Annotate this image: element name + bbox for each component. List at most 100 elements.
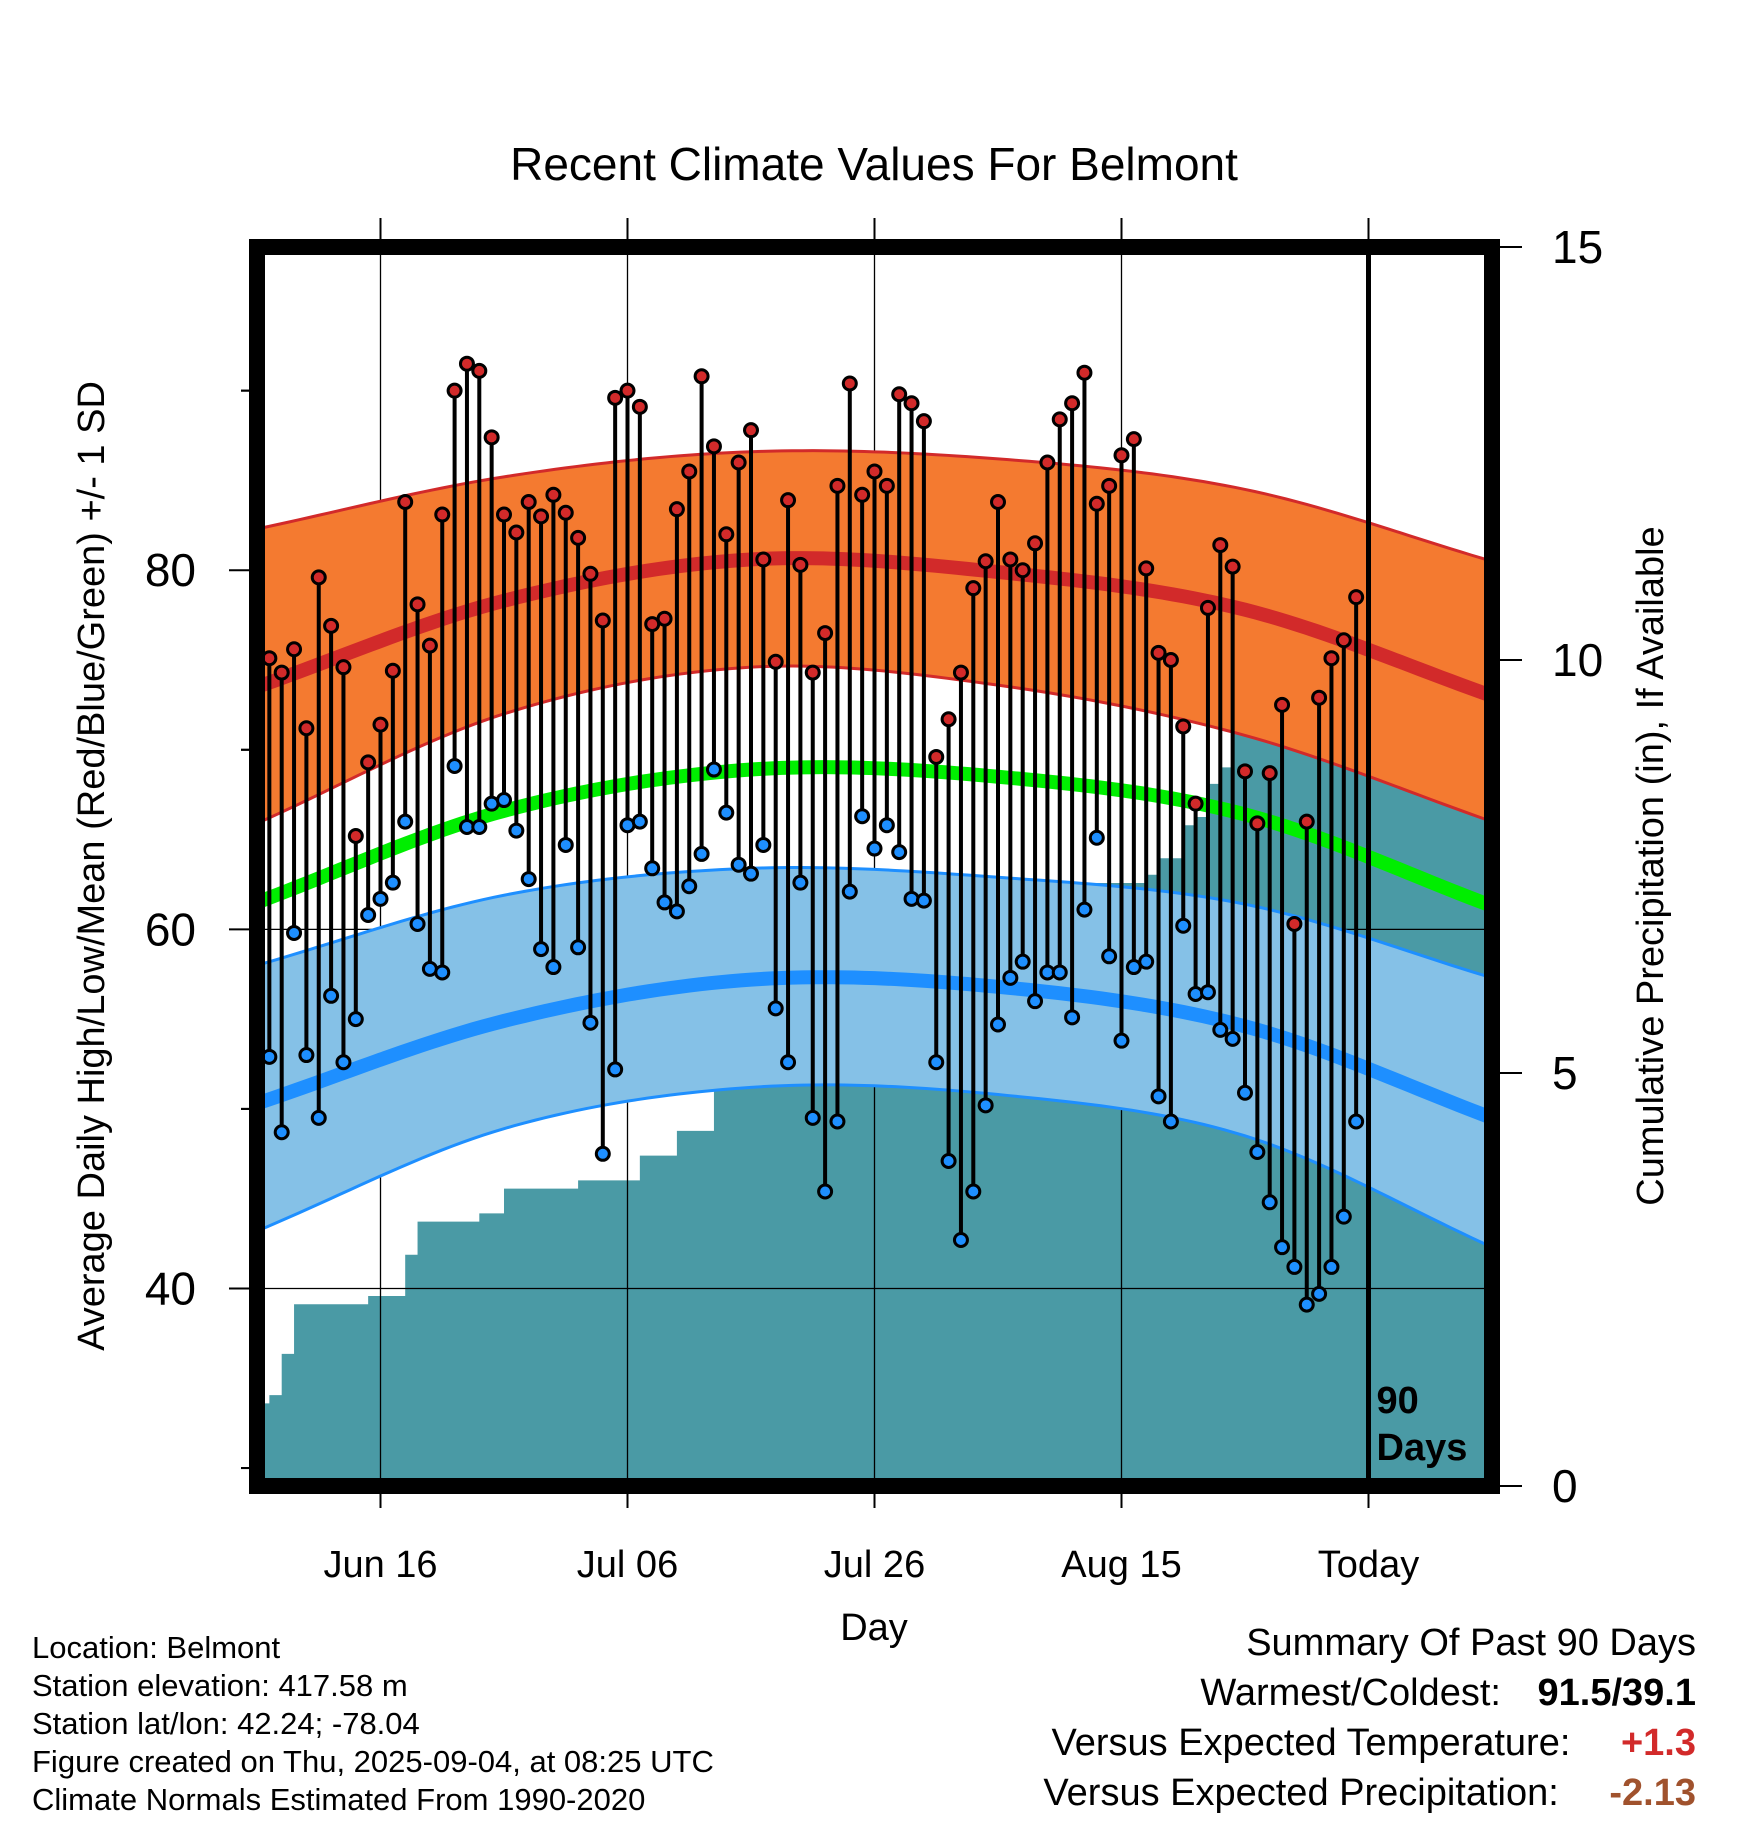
- daily-high-point: [372, 716, 389, 733]
- daily-high-point: [1175, 718, 1192, 735]
- daily-low-point: [1311, 1285, 1328, 1302]
- x-tick-label: Aug 15: [1061, 1544, 1181, 1586]
- days-window-number: 90: [1377, 1380, 1419, 1422]
- daily-high-point: [557, 504, 574, 521]
- daily-high-point: [508, 524, 525, 541]
- daily-low-point: [1237, 1084, 1253, 1101]
- daily-low-point: [434, 964, 451, 981]
- daily-low-point: [990, 1016, 1006, 1033]
- daily-low-point: [1335, 1208, 1352, 1225]
- daily-low-point: [780, 1054, 797, 1071]
- daily-high-point: [1311, 689, 1328, 706]
- daily-low-point: [718, 804, 735, 821]
- daily-high-point: [483, 429, 500, 446]
- daily-low-point: [1187, 985, 1204, 1002]
- daily-low-point: [310, 1109, 327, 1126]
- daily-low-point: [1101, 948, 1118, 965]
- daily-high-point: [1335, 632, 1352, 649]
- daily-low-point: [1064, 1009, 1081, 1026]
- daily-high-point: [952, 664, 969, 681]
- daily-high-point: [681, 463, 698, 480]
- daily-low-point: [1199, 984, 1216, 1001]
- daily-low-point: [1261, 1194, 1278, 1211]
- normals-period-text: Climate Normals Estimated From 1990-2020: [32, 1782, 646, 1817]
- daily-high-point: [1014, 562, 1031, 579]
- daily-high-point: [866, 463, 883, 480]
- daily-low-point: [1224, 1030, 1241, 1047]
- daily-high-point: [619, 382, 636, 399]
- warm-cold-value: 91.5/39.1: [1537, 1672, 1696, 1714]
- daily-high-point: [1138, 560, 1155, 577]
- x-tick-label: Today: [1318, 1544, 1419, 1586]
- daily-high-point: [1027, 535, 1044, 552]
- daily-low-point: [1298, 1296, 1315, 1313]
- daily-low-point: [1014, 953, 1031, 970]
- daily-low-point: [298, 1047, 315, 1064]
- daily-high-point: [755, 551, 772, 568]
- daily-low-point: [286, 924, 303, 941]
- daily-high-point: [520, 493, 537, 510]
- normal-low-line: [257, 970, 1492, 1125]
- daily-high-point: [434, 506, 451, 523]
- y2-axis-label: Cumulative Precipitation (in), If Availa…: [1630, 526, 1672, 1205]
- daily-low-point: [1212, 1021, 1229, 1038]
- x-tick-label: Jul 06: [577, 1544, 678, 1586]
- daily-high-point: [582, 565, 599, 582]
- daily-low-point: [891, 844, 908, 861]
- daily-high-point: [1323, 650, 1340, 667]
- elevation-text: Station elevation: 417.58 m: [32, 1668, 408, 1703]
- daily-low-point: [1051, 964, 1068, 981]
- daily-high-point: [1224, 558, 1241, 575]
- daily-low-point: [409, 915, 426, 932]
- daily-high-point: [570, 529, 587, 546]
- daily-low-point: [804, 1109, 821, 1126]
- chart-title: Recent Climate Values For Belmont: [510, 138, 1238, 190]
- daily-low-point: [817, 1183, 834, 1200]
- y2-tick-label: 5: [1552, 1047, 1578, 1099]
- y2-tick-label: 10: [1552, 634, 1603, 686]
- daily-high-point: [1274, 696, 1291, 713]
- daily-high-point: [545, 486, 562, 503]
- daily-low-point: [767, 1000, 784, 1017]
- daily-high-point: [496, 506, 512, 523]
- daily-low-point: [508, 822, 525, 839]
- plot-frame: [249, 239, 1500, 1494]
- daily-high-point: [1125, 431, 1142, 448]
- summary-temperature: Versus Expected Temperature: +1.3: [1051, 1722, 1696, 1765]
- daily-low-point: [1249, 1144, 1266, 1161]
- daily-high-point: [594, 612, 611, 629]
- daily-low-point: [1002, 969, 1019, 986]
- x-axis-label: Day: [840, 1607, 908, 1649]
- daily-high-point: [1162, 652, 1179, 668]
- daily-high-point: [458, 355, 475, 372]
- daily-low-point: [1150, 1088, 1167, 1105]
- daily-high-point: [718, 526, 735, 543]
- y-tick-label: 40: [145, 1262, 196, 1314]
- daily-low-point: [1323, 1258, 1340, 1275]
- daily-high-point: [668, 501, 685, 518]
- daily-high-point: [940, 711, 957, 728]
- latlon-text: Station lat/lon: 42.24; -78.04: [32, 1706, 420, 1741]
- daily-low-point: [471, 818, 488, 835]
- daily-high-point: [446, 382, 463, 399]
- x-tick-label: Jun 16: [323, 1544, 437, 1586]
- daily-high-point: [310, 569, 327, 586]
- daily-low-point: [1286, 1258, 1303, 1275]
- daily-high-point: [1039, 454, 1056, 471]
- daily-low-point: [903, 890, 920, 907]
- y-axis-label: Average Daily High/Low/Mean (Red/Blue/Gr…: [71, 381, 113, 1351]
- daily-low-point: [533, 941, 550, 958]
- daily-high-point: [693, 368, 710, 385]
- daily-low-point: [1113, 1032, 1130, 1049]
- daily-high-point: [1286, 915, 1303, 932]
- daily-high-point: [471, 362, 488, 379]
- daily-low-point: [1027, 993, 1044, 1010]
- daily-high-point: [323, 617, 340, 634]
- daily-high-point: [990, 493, 1006, 510]
- daily-low-point: [878, 817, 895, 834]
- daily-high-point: [533, 508, 550, 525]
- daily-low-point: [681, 878, 698, 895]
- daily-high-point: [928, 748, 945, 765]
- daily-high-point: [705, 438, 722, 455]
- daily-low-point: [829, 1113, 846, 1130]
